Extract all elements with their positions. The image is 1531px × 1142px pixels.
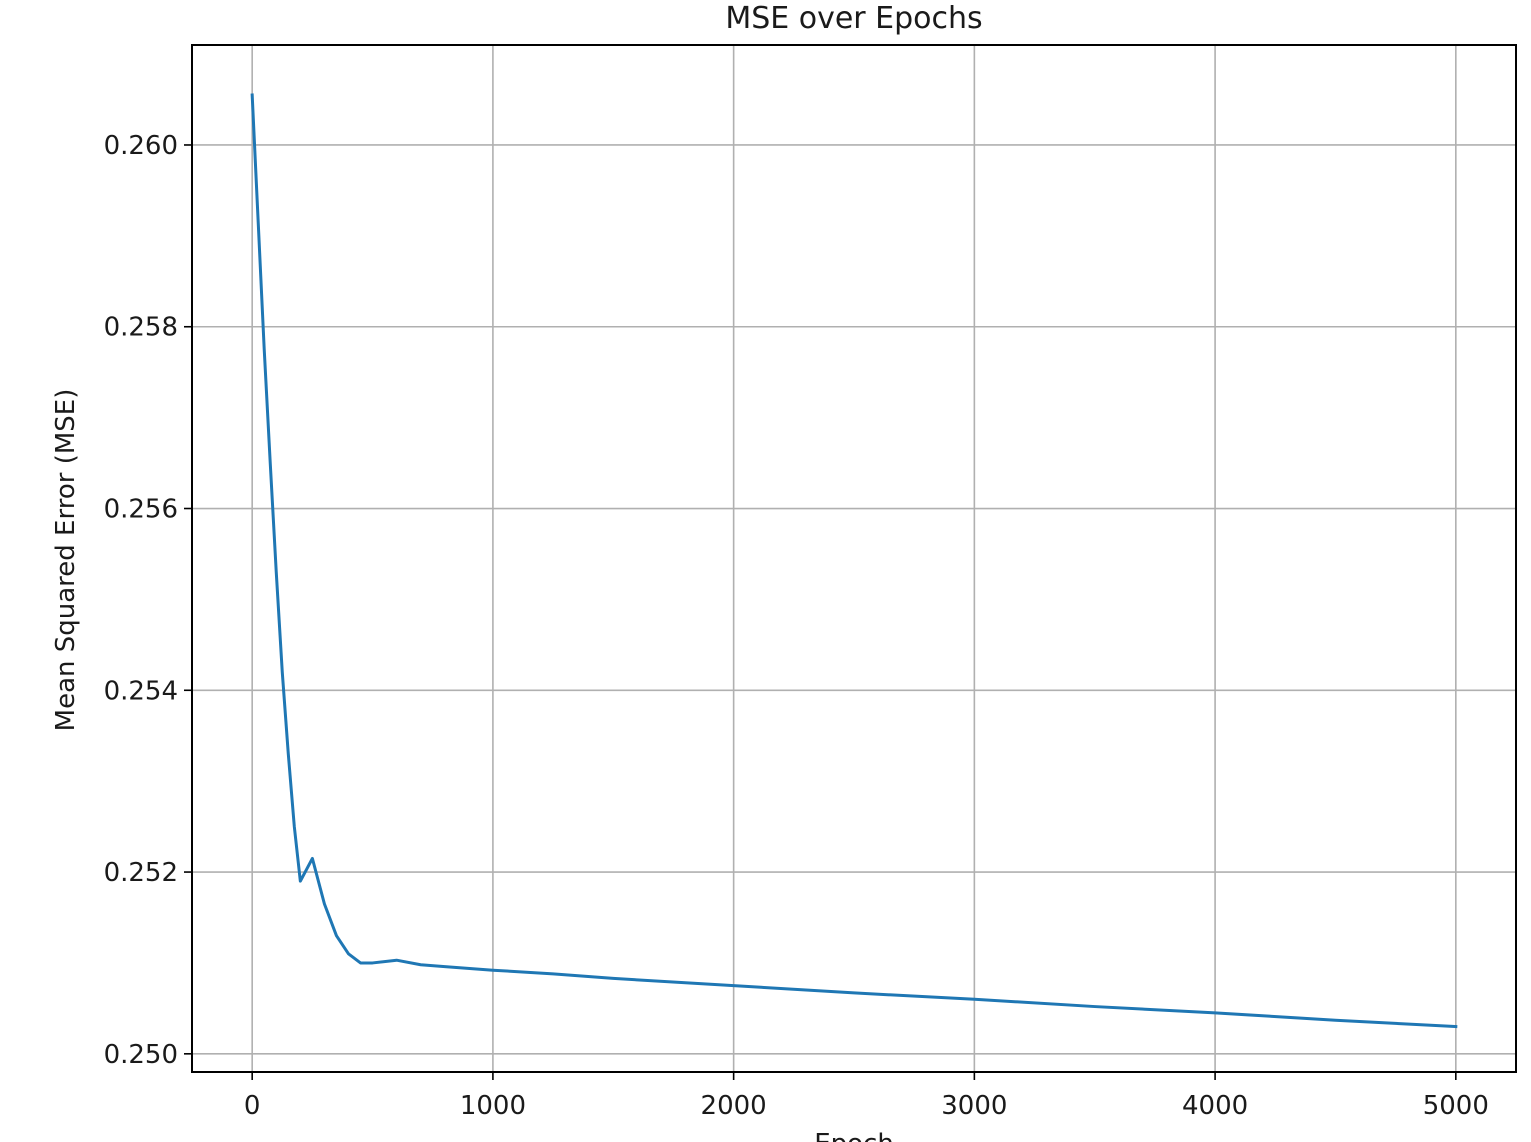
axis-ticks: 0 1000 2000 3000 4000 5000 0.250 0.252 0.254 0.25… [104, 131, 1489, 1121]
y-axis-label: Mean Squared Error (MSE) [51, 389, 81, 732]
y-tick-label: 0.258 [104, 313, 178, 343]
chart-title: MSE over Epochs [725, 1, 982, 36]
grid-lines [192, 45, 1516, 1072]
x-tick-label: 0 [244, 1091, 261, 1121]
x-axis-label: Epoch [814, 1129, 894, 1142]
x-tick-label: 3000 [941, 1091, 1007, 1121]
x-tick-label: 4000 [1182, 1091, 1248, 1121]
x-tick-label: 5000 [1423, 1091, 1489, 1121]
y-tick-label: 0.250 [104, 1040, 178, 1070]
x-tick-label: 1000 [460, 1091, 526, 1121]
mse-series-line [250, 93, 1458, 1029]
y-tick-label: 0.252 [104, 858, 178, 888]
y-tick-label: 0.256 [104, 495, 178, 525]
x-tick-label: 2000 [701, 1091, 767, 1121]
series-line [250, 93, 1458, 1029]
plot-frame [191, 44, 1517, 1073]
y-tick-label: 0.254 [104, 676, 178, 706]
y-tick-label: 0.260 [104, 131, 178, 161]
